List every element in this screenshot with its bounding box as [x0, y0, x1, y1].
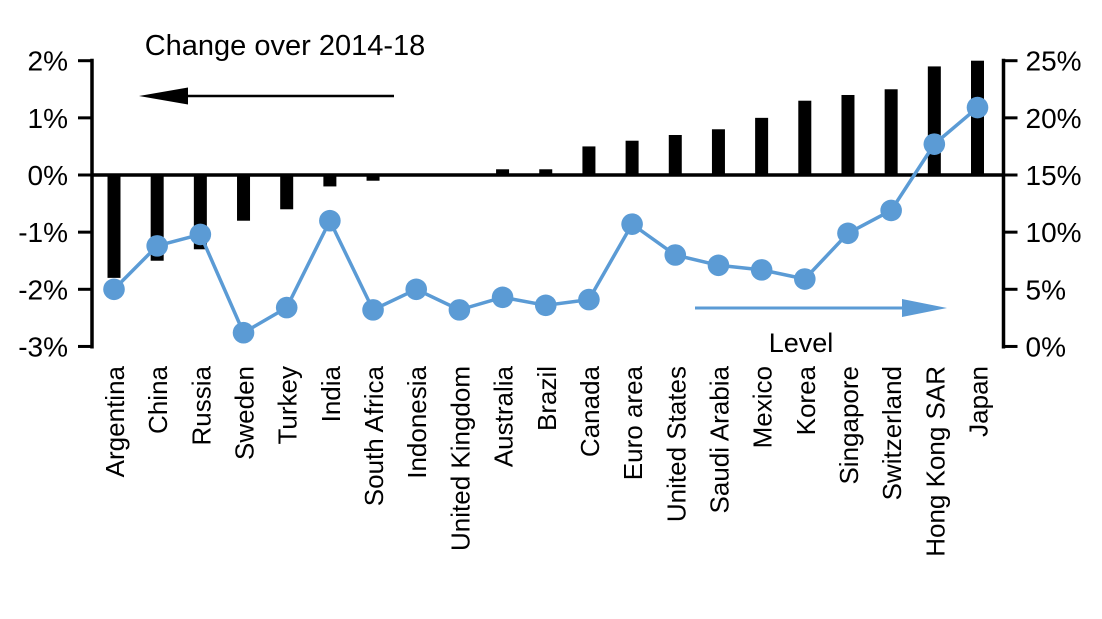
marker-indonesia — [405, 278, 428, 301]
bar-sweden — [237, 175, 251, 221]
right-axis-tick-label: 0% — [1026, 331, 1066, 362]
left-axis-tick-label: -3% — [18, 331, 68, 362]
marker-sweden — [232, 321, 255, 344]
category-label-united-states: United States — [661, 366, 691, 522]
plot-area: 2% 1% 0% -1% -2% -3% 25% 20% 15% 10% 5% 0% Argentina… — [18, 46, 1081, 557]
right-series-annotation-text: Level — [769, 328, 834, 358]
category-label-india: India — [316, 365, 346, 422]
bar-india — [323, 175, 337, 187]
marker-australia — [491, 286, 514, 309]
category-label-argentina: Argentina — [100, 365, 130, 477]
bar-australia — [496, 169, 510, 175]
marker-mexico — [750, 259, 773, 281]
category-label-mexico: Mexico — [748, 366, 778, 448]
bar-mexico — [755, 117, 769, 175]
marker-hong-kong-sar — [923, 133, 946, 155]
marker-saudi-arabia — [707, 254, 730, 277]
line-series — [103, 96, 989, 344]
category-label-switzerland: Switzerland — [877, 366, 907, 500]
category-label-russia: Russia — [186, 365, 216, 445]
left-axis-tick-label: 0% — [28, 160, 68, 191]
category-axis: Argentina China Russia Sweden Turkey India Sou… — [100, 365, 994, 556]
category-label-singapore: Singapore — [834, 366, 864, 485]
bar-korea — [798, 100, 812, 175]
bar-canada — [582, 146, 596, 175]
category-label-korea: Korea — [791, 365, 821, 435]
marker-india — [319, 209, 341, 232]
marker-singapore — [837, 222, 859, 245]
bar-euro-area — [625, 140, 639, 175]
category-label-united-kingdom: United Kingdom — [445, 366, 475, 551]
marker-russia — [189, 223, 212, 246]
left-series-annotation-text: Change over 2014-18 — [145, 30, 426, 62]
marker-japan — [966, 96, 989, 119]
bar-switzerland — [884, 89, 898, 175]
category-label-japan: Japan — [964, 366, 994, 437]
bar-turkey — [280, 175, 294, 210]
category-label-australia: Australia — [489, 365, 519, 467]
marker-united-states — [664, 244, 687, 266]
left-arrow-icon — [139, 87, 394, 105]
marker-euro-area — [621, 213, 643, 235]
category-label-turkey: Turkey — [273, 366, 303, 445]
left-axis-tick-label: -2% — [18, 274, 68, 305]
marker-korea — [794, 268, 816, 290]
bar-series — [107, 60, 984, 278]
bar-united-states — [668, 134, 682, 175]
right-arrow-icon — [695, 299, 947, 317]
right-axis-tick-label: 5% — [1026, 274, 1066, 305]
category-label-brazil: Brazil — [532, 366, 562, 431]
marker-turkey — [275, 296, 298, 319]
category-label-china: China — [143, 365, 173, 433]
bar-south-africa — [366, 175, 380, 181]
marker-switzerland — [880, 199, 902, 222]
bar-saudi-arabia — [711, 129, 725, 175]
category-label-sweden: Sweden — [230, 366, 260, 460]
left-axis-tick-label: 2% — [28, 46, 68, 77]
marker-china — [146, 235, 168, 257]
right-axis-tick-label: 20% — [1026, 103, 1082, 134]
category-label-south-africa: South Africa — [359, 365, 389, 506]
left-axis: 2% 1% 0% -1% -2% -3% — [18, 46, 94, 362]
marker-canada — [578, 288, 600, 311]
right-axis-tick-label: 25% — [1026, 46, 1082, 77]
left-axis-tick-label: -1% — [18, 217, 68, 248]
category-label-euro-area: Euro area — [618, 365, 648, 480]
bar-hong-kong-sar — [927, 66, 941, 175]
right-axis-tick-label: 10% — [1026, 217, 1082, 248]
marker-argentina — [103, 278, 125, 301]
category-label-saudi-arabia: Saudi Arabia — [704, 365, 734, 513]
marker-south-africa — [362, 299, 384, 321]
marker-brazil — [534, 294, 557, 317]
bar-singapore — [841, 94, 855, 175]
bar-argentina — [107, 175, 121, 278]
bar-brazil — [539, 169, 553, 175]
category-label-canada: Canada — [575, 365, 605, 457]
category-label-hong-kong-sar: Hong Kong SAR — [920, 366, 950, 557]
right-axis-tick-label: 15% — [1026, 160, 1082, 191]
right-axis: 25% 20% 15% 10% 5% 0% — [1001, 46, 1082, 362]
marker-united-kingdom — [448, 299, 471, 321]
left-axis-tick-label: 1% — [28, 103, 68, 134]
category-label-indonesia: Indonesia — [402, 365, 432, 478]
